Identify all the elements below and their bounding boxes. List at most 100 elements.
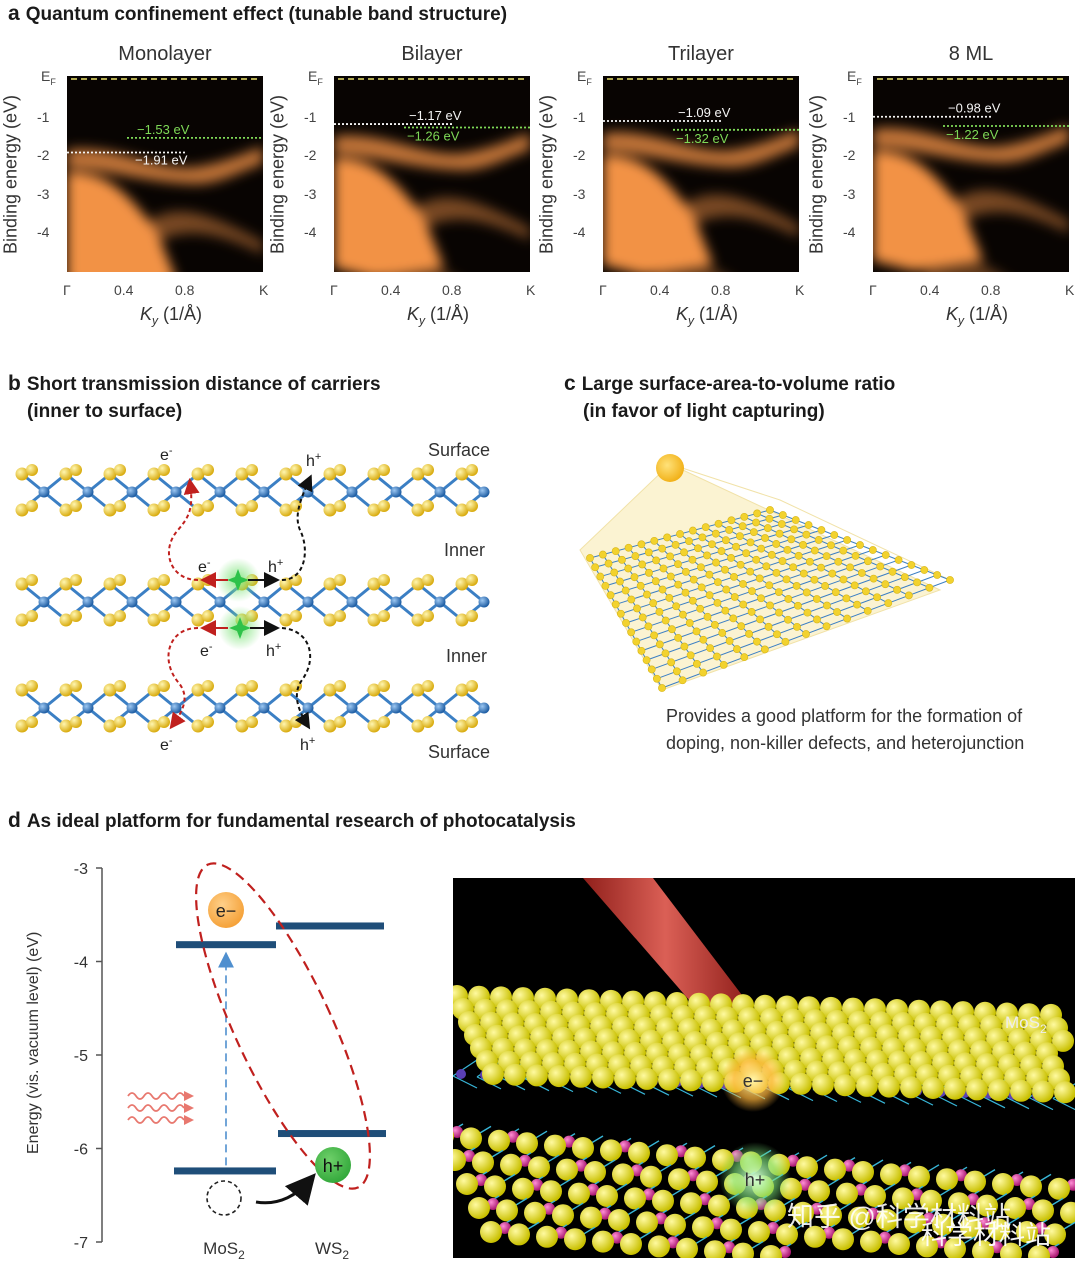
band-dispersion-1 — [334, 133, 530, 272]
y-tick-2-1: -2 — [573, 147, 586, 163]
lattice-atom — [799, 541, 807, 549]
sulfur-atom — [422, 680, 434, 692]
s-atom — [658, 1068, 680, 1091]
lattice-atom — [894, 556, 903, 564]
s-atom — [572, 1137, 594, 1159]
sulfur-atom — [323, 719, 337, 733]
sulfur-atom — [158, 716, 170, 728]
s-atom — [612, 1163, 634, 1186]
lattice-atom — [822, 552, 831, 561]
panel-c-title: c Large surface-area-to-volume ratio (in … — [564, 370, 895, 425]
metal-atom — [302, 596, 314, 608]
sulfur-atom — [466, 500, 478, 512]
x-tick-2-2: 0.8 — [711, 282, 731, 298]
w-atom — [767, 1222, 779, 1234]
lattice-atom — [633, 604, 641, 613]
lattice-atom — [753, 509, 762, 518]
lattice-atom — [730, 593, 739, 601]
lattice-atom — [817, 563, 825, 572]
sun-icon — [656, 454, 684, 482]
sulfur-atom — [70, 610, 82, 622]
lattice-atom — [933, 571, 942, 579]
s-atom — [966, 1078, 988, 1101]
lattice-atom — [740, 512, 749, 521]
lattice-atom — [627, 628, 636, 637]
metal-atom — [170, 702, 182, 714]
s-atom — [564, 1228, 586, 1251]
render-hole-label: h+ — [745, 1170, 766, 1190]
lattice-atom — [622, 619, 630, 627]
sulfur-atom — [422, 716, 434, 728]
s-atom — [524, 1201, 546, 1224]
sulfur-atom — [334, 500, 346, 512]
electron-label: e- — [198, 557, 211, 576]
w-atom — [967, 1193, 979, 1206]
s-atom — [920, 1189, 942, 1212]
sulfur-atom — [411, 467, 425, 481]
band-deep-branch — [923, 258, 998, 272]
hole-label-base: h — [306, 453, 315, 470]
s-atom — [900, 1076, 922, 1099]
s-atom — [460, 1127, 482, 1150]
sulfur-atom — [235, 683, 249, 697]
ws2-label-base: WS — [315, 1239, 342, 1258]
metal-atom — [390, 702, 402, 714]
sulfur-atom — [455, 719, 469, 733]
s-atom — [1060, 1201, 1075, 1224]
sulfur-atom — [378, 716, 390, 728]
s-atom — [680, 1069, 702, 1092]
lattice-atom — [763, 524, 772, 532]
lattice-atom — [650, 536, 659, 545]
lattice-atom — [765, 581, 774, 590]
lattice-atom — [718, 629, 727, 637]
s-atom — [664, 1213, 686, 1236]
w-atom — [475, 1174, 487, 1186]
electron-path-down — [167, 627, 199, 730]
lattice-atom — [842, 594, 851, 603]
metal-atom — [302, 702, 314, 714]
sulfur-atom — [455, 503, 469, 517]
lattice-atom — [782, 575, 791, 584]
sulfur-atom — [466, 574, 478, 586]
sulfur-atom — [455, 467, 469, 481]
lattice-atom — [643, 590, 651, 599]
lattice-atom — [802, 530, 811, 539]
s-atom — [876, 1209, 898, 1231]
sulfur-atom — [15, 719, 29, 733]
lattice-atom — [631, 552, 640, 560]
x-label-symbol: K — [407, 304, 420, 324]
lattice-atom — [692, 659, 701, 668]
panel-b-title: b Short transmission distance of carriers… — [8, 370, 381, 425]
s-atom — [696, 1170, 718, 1193]
x-label-unit: (1/Å) — [964, 304, 1009, 324]
w-atom — [979, 1217, 991, 1230]
sulfur-atom — [334, 610, 346, 622]
lattice-atom — [851, 551, 860, 560]
s-atom — [880, 1163, 902, 1186]
y-tick-3-0: -1 — [843, 108, 856, 125]
sulfur-atom — [59, 683, 73, 697]
w-atom — [823, 1226, 835, 1239]
lattice-atom — [793, 622, 801, 631]
layer-label-0: Surface — [428, 440, 490, 460]
lattice-atom — [755, 574, 764, 583]
sulfur-atom — [70, 716, 82, 728]
s-atom — [1010, 1079, 1032, 1102]
lattice-atom — [739, 580, 747, 588]
w-atom — [991, 1241, 1003, 1254]
sulfur-atom — [279, 503, 293, 517]
lattice-atom — [688, 526, 697, 535]
panel-b-title-line2: (inner to surface) — [27, 401, 183, 422]
electron-glow — [721, 1048, 785, 1112]
sulfur-atom — [367, 577, 381, 591]
empty-hole-circle — [206, 1180, 242, 1216]
sulfur-atom — [367, 503, 381, 517]
render-mos2-base: MoS — [1005, 1013, 1040, 1032]
light-wave-icon — [127, 1104, 185, 1112]
lattice-atom — [869, 574, 878, 583]
lattice-atom — [863, 606, 872, 615]
w-atom — [711, 1217, 723, 1230]
lattice-atom — [775, 529, 784, 538]
w-atom — [1047, 1246, 1059, 1258]
s-atom — [482, 1063, 504, 1085]
